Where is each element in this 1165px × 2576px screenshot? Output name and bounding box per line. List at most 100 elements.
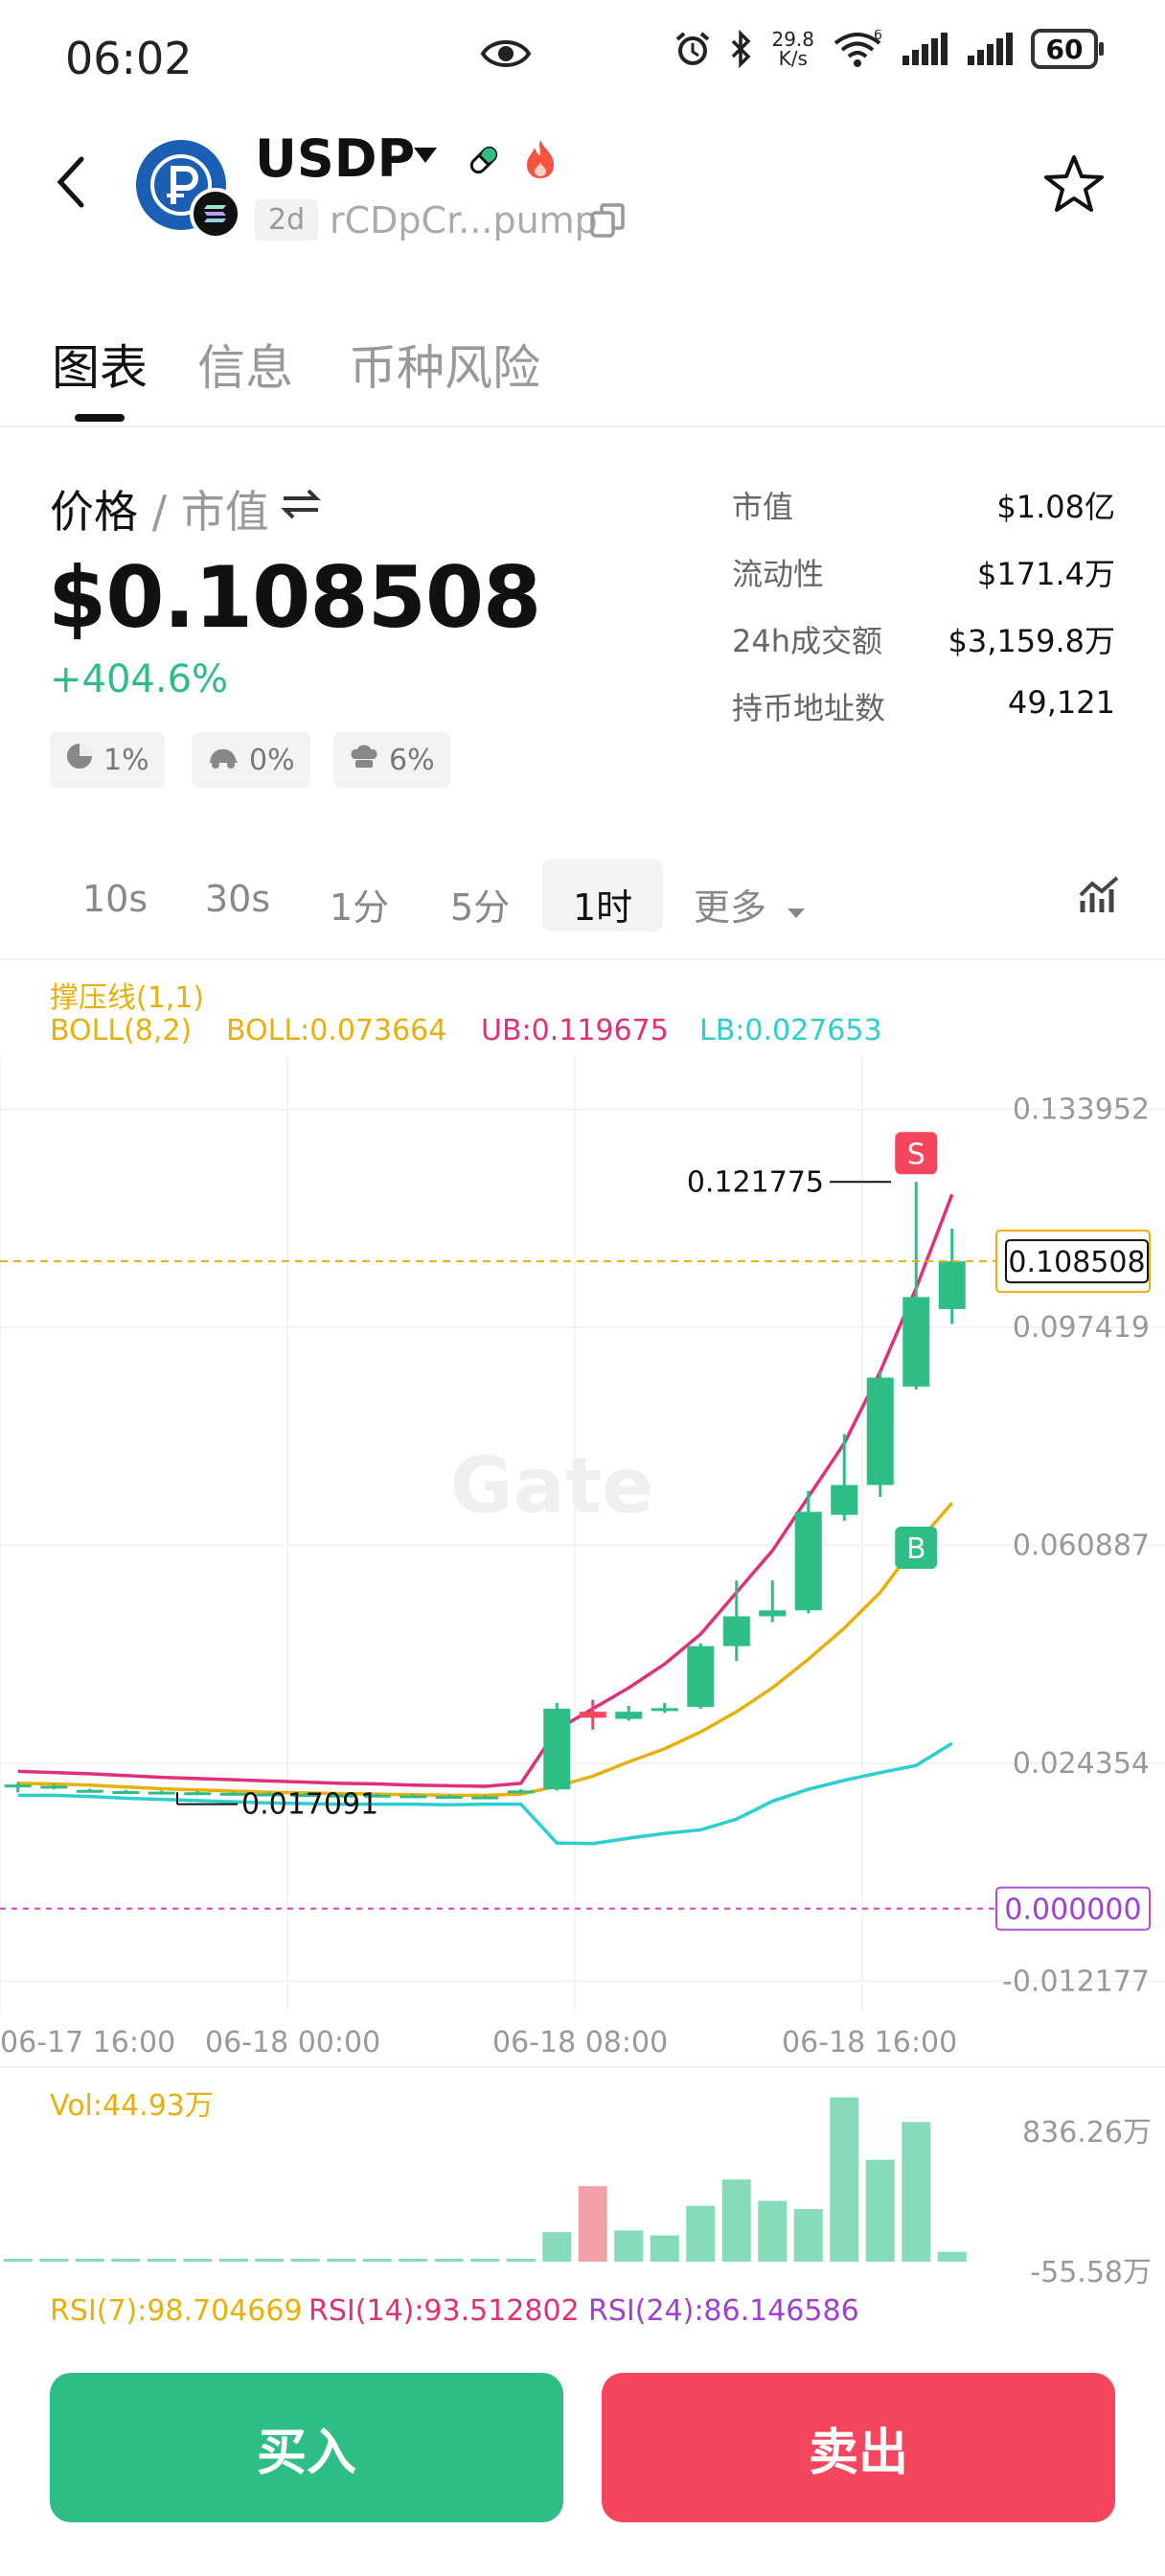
candle-body	[722, 1616, 750, 1646]
volume-bar	[614, 2230, 644, 2262]
eye-icon	[479, 34, 533, 77]
candle-body	[76, 1789, 103, 1793]
back-button[interactable]	[53, 153, 91, 215]
stat-liquidity: 流动性 $171.4万	[732, 556, 1115, 592]
rsi14-value: RSI(14):93.512802	[308, 2294, 580, 2328]
current-price-box	[1005, 1239, 1149, 1284]
volume-bar	[793, 2209, 823, 2262]
indicator-settings-icon[interactable]	[1079, 874, 1121, 920]
volume-bar	[3, 2259, 33, 2262]
token-name[interactable]: USDP	[255, 128, 416, 189]
buy-marker	[895, 1526, 938, 1569]
alarm-icon	[674, 30, 712, 68]
volume-bar	[290, 2259, 320, 2262]
favorite-star-icon[interactable]	[1042, 153, 1106, 218]
volume-bar	[721, 2179, 751, 2262]
contract-address: rCDpCr...pump	[330, 199, 598, 242]
volume-y-max: 836.26万	[1022, 2116, 1152, 2150]
timeframe-1h[interactable]: 1时	[573, 886, 633, 929]
volume-bar	[650, 2235, 679, 2262]
volume-bar	[75, 2259, 104, 2262]
hot-fire-icon	[523, 138, 558, 184]
holder-chip-dev[interactable]: 6%	[333, 732, 450, 788]
chevron-down-icon	[788, 908, 806, 918]
boll-mid-value: BOLL:0.073664	[226, 1014, 447, 1047]
pill-icon	[466, 142, 502, 182]
candle-body	[615, 1712, 643, 1719]
holder-chip-rat[interactable]: 0%	[192, 732, 310, 788]
y-axis-label: 0.024354	[1013, 1747, 1150, 1781]
mcap-label: 市值	[180, 486, 269, 538]
candle-body	[543, 1709, 571, 1790]
candle-body	[291, 1794, 319, 1798]
volume-bar	[686, 2205, 716, 2262]
current-price-tag: 0.108508	[1008, 1246, 1145, 1279]
candle-body	[507, 1790, 535, 1794]
volume-bar	[865, 2159, 895, 2262]
car-icon	[207, 742, 240, 778]
timeframe-10s[interactable]: 10s	[82, 878, 148, 920]
volume-bar	[399, 2259, 428, 2262]
volume-label: Vol:44.93万	[50, 2089, 214, 2123]
candle-body	[794, 1511, 822, 1611]
y-axis-label: 0.133952	[1013, 1093, 1150, 1127]
swap-icon[interactable]	[280, 483, 322, 529]
sell-marker-label: S	[907, 1138, 925, 1171]
price-label: 价格	[50, 486, 138, 538]
volume-y-min: -55.58万	[1030, 2256, 1152, 2289]
candle-body	[831, 1484, 858, 1515]
chef-hat-icon	[349, 742, 379, 778]
zero-tag-box	[995, 1886, 1151, 1931]
volume-bar	[902, 2122, 931, 2262]
timeframe-30s[interactable]: 30s	[205, 878, 271, 920]
price-mcap-toggle[interactable]: 价格 / 市值	[50, 486, 269, 538]
zero-tag: 0.000000	[1004, 1894, 1141, 1927]
volume-bar	[758, 2200, 788, 2262]
timeframe-5m[interactable]: 5分	[450, 886, 511, 929]
stat-holders: 持币地址数 49,121	[732, 684, 1115, 726]
timeframe-1m[interactable]: 1分	[330, 886, 390, 929]
boll-lower-line	[17, 1741, 953, 1846]
boll-params: BOLL(8,2)	[50, 1014, 193, 1047]
candle-body	[148, 1791, 175, 1795]
volume-chart	[3, 2097, 967, 2262]
volume-bar	[362, 2259, 392, 2262]
svg-text:6: 6	[874, 30, 882, 43]
candle-body	[902, 1297, 930, 1387]
sell-button[interactable]: 卖出	[602, 2373, 1115, 2522]
x-axis-label: 06-18 16:00	[782, 2026, 958, 2059]
timeframe-more[interactable]: 更多	[694, 878, 807, 931]
copy-icon[interactable]	[588, 201, 627, 243]
dropdown-caret-icon[interactable]	[412, 146, 439, 169]
tab-info[interactable]: 信息	[197, 340, 293, 396]
volume-bar	[111, 2259, 141, 2262]
wifi-icon: 6	[832, 30, 883, 68]
timeframe-active-bg	[542, 859, 663, 932]
signal-icon-1	[901, 33, 948, 65]
candle-body	[4, 1784, 32, 1788]
volume-bar	[470, 2259, 500, 2262]
boll-mid-line	[17, 1502, 954, 1798]
sell-marker	[895, 1132, 938, 1175]
y-axis-label: 0.097419	[1013, 1311, 1150, 1345]
buy-button[interactable]: 买入	[50, 2373, 563, 2522]
price-change: +404.6%	[50, 657, 229, 702]
candle-body	[435, 1795, 463, 1799]
candle-body	[363, 1794, 391, 1798]
volume-bar	[327, 2259, 356, 2262]
volume-bar	[506, 2259, 536, 2262]
candle-body	[471, 1796, 499, 1800]
candle-body	[759, 1610, 787, 1617]
candle-body	[866, 1377, 894, 1485]
tab-token-risk[interactable]: 币种风险	[349, 340, 540, 396]
candle-body	[579, 1712, 606, 1718]
volume-bar	[255, 2259, 285, 2262]
tab-active-indicator	[75, 414, 125, 422]
x-axis-label: 06-18 08:00	[492, 2026, 669, 2059]
network-speed: 29.8 K/s	[771, 28, 814, 70]
x-axis-label: 06-18 00:00	[205, 2026, 381, 2059]
price-chart[interactable]: 0.133952 0.097419 0.060887 0.024354 -0.01217…	[0, 1054, 1165, 2012]
holder-chip-top10[interactable]: 1%	[50, 732, 165, 788]
tab-chart[interactable]: 图表	[52, 340, 148, 396]
volume-bar	[39, 2259, 69, 2262]
